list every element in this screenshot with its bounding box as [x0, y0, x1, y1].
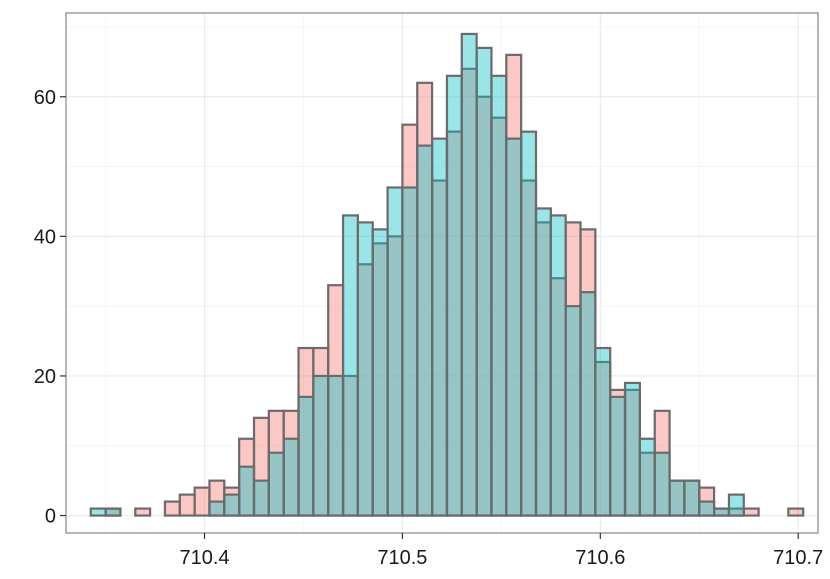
y-tick-label: 0 [45, 506, 56, 528]
histogram-bar [297, 395, 315, 517]
histogram-bar [549, 214, 567, 517]
panel-border [65, 12, 819, 534]
panel-background [66, 13, 818, 533]
y-tick-label: 40 [34, 226, 56, 248]
axis-ticks: 0 20 40 60 710.4 710.5 710.6 710.7 [34, 87, 823, 569]
histogram-bar [267, 451, 285, 517]
x-tick-label: 710.5 [377, 547, 427, 569]
histogram-bar [178, 493, 196, 517]
histogram-bar [638, 437, 656, 517]
y-tick-label: 60 [34, 87, 56, 109]
histogram-bar [89, 507, 107, 517]
x-tick-label: 710.4 [179, 547, 229, 569]
histogram-bar [534, 207, 552, 517]
histogram-bar [475, 46, 493, 517]
histogram-bar [252, 479, 270, 517]
histogram-bar [787, 507, 805, 517]
x-tick-label: 710.6 [575, 547, 625, 569]
histogram-bar [490, 74, 508, 517]
histogram-bar [104, 507, 122, 517]
histogram-bar [579, 291, 597, 517]
histogram-bar [312, 374, 330, 517]
histogram-bar [416, 144, 434, 517]
histogram-bar [341, 214, 359, 517]
histogram-bar [668, 479, 686, 517]
histogram-bar [371, 228, 389, 517]
histogram-bar [401, 186, 419, 517]
histogram-bar [134, 507, 152, 517]
histogram-bar [564, 305, 582, 517]
histogram-bar [445, 74, 463, 517]
histogram-bar [460, 32, 478, 517]
histogram-bar [386, 186, 404, 517]
histogram-bar [520, 130, 538, 517]
histogram-bar [282, 437, 300, 517]
histogram-bar [623, 381, 641, 517]
x-tick-label: 710.7 [773, 547, 823, 569]
histogram-bars [89, 32, 805, 517]
histogram-bar [505, 137, 523, 517]
y-tick-label: 20 [34, 366, 56, 388]
histogram-bar [653, 451, 671, 517]
histogram-bar [609, 395, 627, 517]
panel-border-rect [65, 12, 819, 534]
histogram-bar [193, 486, 211, 517]
histogram-bar [742, 507, 760, 517]
histogram-bar [327, 374, 345, 517]
histogram-bar [683, 479, 701, 517]
histogram-bar [208, 500, 226, 517]
histogram-bar [594, 346, 612, 517]
histogram-bar [431, 137, 449, 517]
histogram-bar [238, 465, 256, 517]
histogram-bar [163, 500, 181, 517]
histogram-bar [356, 221, 374, 517]
histogram-bar [713, 507, 731, 517]
histogram-bar [223, 493, 241, 517]
histogram-bar [727, 493, 745, 517]
plot-panel [66, 13, 818, 533]
histogram-bar [698, 500, 716, 517]
